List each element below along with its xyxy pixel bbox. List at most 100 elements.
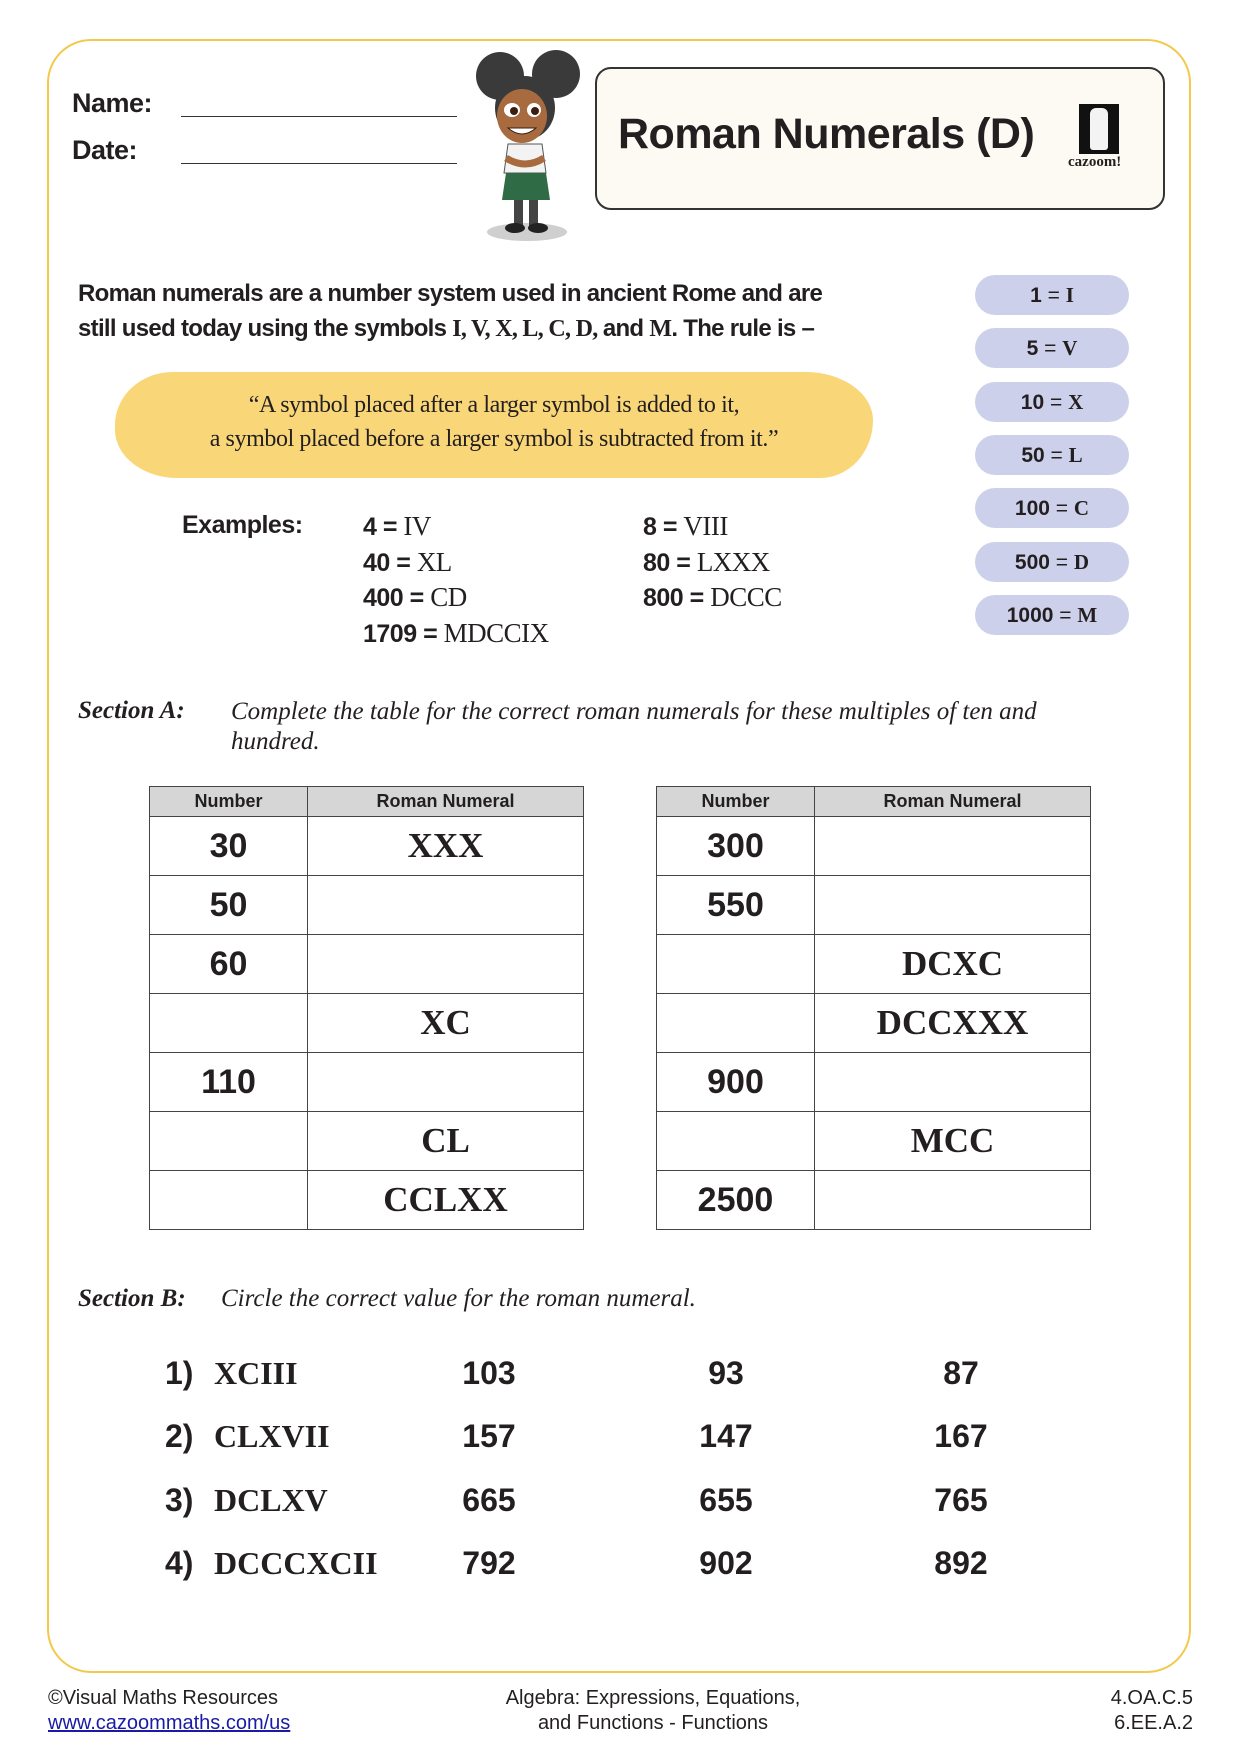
- header-number: Number: [656, 786, 815, 817]
- cazoom-logo: cazoom!: [1068, 104, 1132, 174]
- standard-code: 6.EE.A.2: [1114, 1712, 1193, 1734]
- instruction-line: Complete the table for the correct roman…: [231, 698, 1037, 725]
- key-numeral: C: [1073, 496, 1090, 521]
- key-numeral: D: [1073, 549, 1090, 574]
- roman-numeral-cell[interactable]: [814, 816, 1091, 876]
- key-value: 500: [1014, 550, 1050, 574]
- equals-sign: =: [683, 584, 711, 612]
- answer-option[interactable]: 167: [934, 1418, 988, 1455]
- roman-numeral-cell: DCXC: [814, 934, 1091, 994]
- section-a-instruction: Complete the table for the correct roman…: [231, 697, 1037, 757]
- key-pill: 1000 = M: [975, 594, 1129, 635]
- key-value: 50: [1021, 443, 1045, 467]
- number-cell: 900: [656, 1052, 815, 1112]
- number-cell: 50: [149, 875, 308, 935]
- roman-numeral-cell[interactable]: [814, 1052, 1091, 1112]
- instruction-line: hundred.: [231, 728, 320, 755]
- number-cell[interactable]: [656, 934, 815, 994]
- footer-topic: Algebra: Expressions, Equations, and Fun…: [450, 1686, 856, 1736]
- topic-line: and Functions - Functions: [537, 1712, 769, 1734]
- answer-option[interactable]: 87: [943, 1355, 979, 1391]
- example-numeral: XL: [416, 546, 453, 577]
- date-line[interactable]: [181, 163, 457, 164]
- table-row: 110: [149, 1052, 584, 1112]
- answer-option[interactable]: 902: [699, 1544, 753, 1581]
- roman-numeral-cell[interactable]: [307, 934, 584, 994]
- number-cell: 110: [149, 1052, 308, 1112]
- intro-text-part: . The rule is –: [671, 315, 815, 342]
- example-value: 8: [643, 513, 657, 541]
- answer-option[interactable]: 792: [462, 1544, 516, 1581]
- key-numeral: L: [1068, 442, 1083, 467]
- number-cell[interactable]: [149, 1111, 308, 1171]
- footer-standards: 4.OA.C.5 6.EE.A.2: [1111, 1686, 1193, 1736]
- intro-text: Roman numerals are a number system used …: [78, 276, 823, 347]
- answer-option[interactable]: 103: [462, 1355, 516, 1391]
- table-row: DCCXXX: [656, 993, 1091, 1053]
- question-number: 3): [165, 1481, 194, 1518]
- answer-option[interactable]: 892: [934, 1544, 988, 1581]
- section-b-instruction: Circle the correct value for the roman n…: [221, 1285, 696, 1312]
- equals-sign: =: [669, 548, 697, 577]
- roman-numeral-cell[interactable]: [814, 1170, 1091, 1230]
- roman-numeral-cell[interactable]: [814, 875, 1091, 935]
- roman-numeral-cell[interactable]: [307, 1052, 584, 1112]
- footer-left: ©Visual Maths Resources www.cazoommaths.…: [48, 1686, 290, 1736]
- answer-option[interactable]: 665: [462, 1481, 516, 1518]
- rule-highlight: [115, 372, 873, 478]
- example-value: 4: [363, 513, 377, 541]
- example-numeral: MDCCIX: [443, 617, 550, 648]
- equals-sign: =: [403, 584, 431, 612]
- example-value: 400: [363, 584, 404, 612]
- name-line[interactable]: [181, 116, 457, 117]
- equals-sign: =: [416, 619, 444, 648]
- number-cell[interactable]: [149, 1170, 308, 1230]
- equals-sign: =: [656, 513, 684, 541]
- website-link[interactable]: www.cazoommaths.com/us: [48, 1712, 291, 1734]
- key-value: 100: [1014, 497, 1050, 521]
- girl-illustration: [476, 50, 580, 241]
- symbol-m: M: [649, 316, 672, 342]
- answer-option[interactable]: 157: [462, 1418, 516, 1455]
- equals-sign: =: [389, 548, 417, 577]
- table-row: DCXC: [656, 934, 1091, 994]
- equals-sign: =: [376, 513, 404, 541]
- example-item: 40 = XL: [363, 547, 452, 578]
- number-cell: 2500: [656, 1170, 815, 1230]
- number-cell[interactable]: [656, 1111, 815, 1171]
- table-header-row: Number Roman Numeral: [149, 786, 584, 817]
- equals-sign: =: [1049, 550, 1074, 574]
- example-item: 1709 = MDCCIX: [363, 618, 549, 649]
- number-cell[interactable]: [149, 993, 308, 1053]
- intro-text-part: and: [602, 315, 650, 342]
- answer-option[interactable]: 765: [934, 1481, 988, 1518]
- question-numeral: DCLXV: [214, 1481, 328, 1518]
- table-row: 60: [149, 934, 584, 994]
- rule-line-1: “A symbol placed after a larger symbol i…: [248, 392, 740, 418]
- table-row: CCLXX: [149, 1170, 584, 1230]
- answer-option[interactable]: 655: [699, 1481, 753, 1518]
- answer-option[interactable]: 93: [708, 1355, 744, 1391]
- examples-label: Examples:: [182, 511, 303, 539]
- number-cell[interactable]: [656, 993, 815, 1053]
- intro-line-1: Roman numerals are a number system used …: [78, 280, 823, 307]
- key-pill: 10 = X: [975, 381, 1129, 422]
- key-pill: 500 = D: [975, 541, 1129, 582]
- table-header-row: Number Roman Numeral: [656, 786, 1091, 817]
- header-roman-numeral: Roman Numeral: [307, 786, 584, 817]
- key-pill: 5 = V: [975, 328, 1129, 369]
- copyright: ©Visual Maths Resources: [48, 1687, 279, 1709]
- logo-text: cazoom!: [1068, 154, 1122, 170]
- example-numeral: VIII: [683, 511, 728, 541]
- question-numeral: DCCCXCII: [214, 1544, 378, 1581]
- roman-numeral-cell: CCLXX: [307, 1170, 584, 1230]
- question-numeral: XCIII: [214, 1355, 298, 1391]
- equals-sign: =: [1038, 337, 1063, 361]
- title-box: [595, 67, 1165, 210]
- roman-numeral-cell[interactable]: [307, 875, 584, 935]
- answer-option[interactable]: 147: [699, 1418, 753, 1455]
- roman-numeral-cell: MCC: [814, 1111, 1091, 1171]
- number-cell: 60: [149, 934, 308, 994]
- table-row: CL: [149, 1111, 584, 1171]
- table-right: Number Roman Numeral 300 550 DCXC DCCXXX 900 MC…: [656, 786, 1091, 1230]
